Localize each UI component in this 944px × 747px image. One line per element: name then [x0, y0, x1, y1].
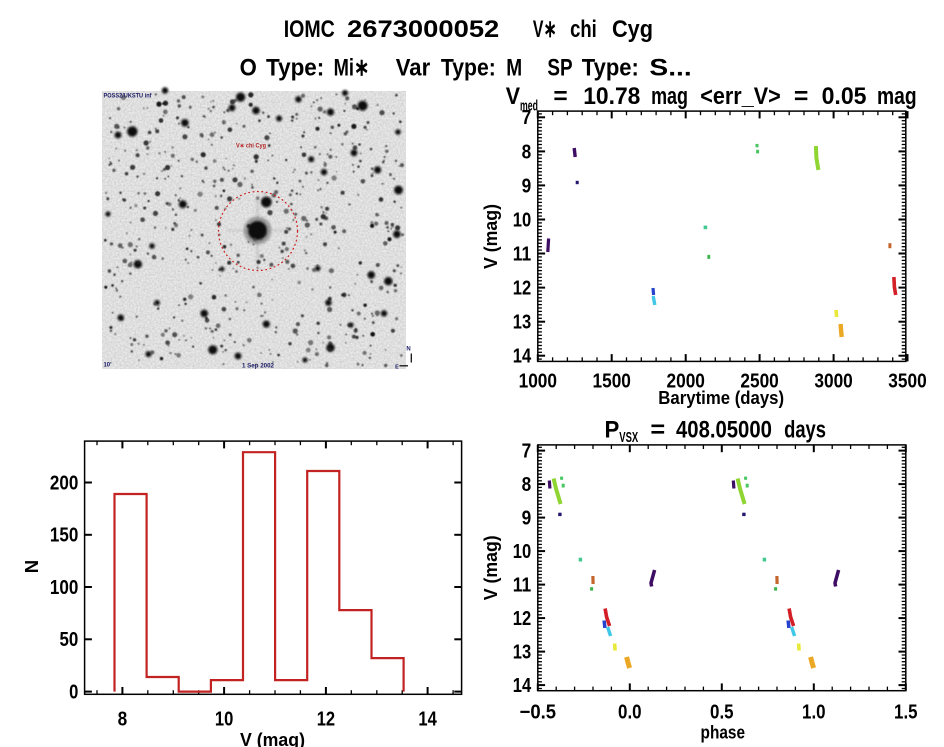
svg-text:1.0: 1.0: [802, 702, 826, 724]
svg-text:=: =: [553, 83, 567, 110]
svg-text:O: O: [240, 54, 257, 81]
svg-text:−0.5: −0.5: [520, 702, 557, 724]
svg-text:V (mag): V (mag): [480, 535, 501, 600]
svg-text:Var: Var: [396, 54, 431, 81]
svg-text:P: P: [605, 416, 620, 443]
svg-text:Cyg: Cyg: [612, 16, 653, 43]
svg-text:3500: 3500: [888, 371, 926, 393]
svg-text:2673000052: 2673000052: [347, 16, 499, 43]
svg-text:2500: 2500: [740, 371, 778, 393]
svg-text:N: N: [406, 347, 410, 353]
svg-text:12: 12: [513, 608, 531, 630]
svg-text:50: 50: [60, 629, 79, 651]
svg-text:Mi∗: Mi∗: [334, 54, 370, 81]
svg-text:100: 100: [50, 577, 78, 599]
svg-text:12: 12: [513, 278, 531, 300]
svg-text:N: N: [21, 560, 42, 573]
svg-text:10: 10: [513, 541, 531, 563]
svg-text:8: 8: [118, 709, 128, 731]
svg-text:14: 14: [513, 675, 532, 697]
svg-text:mag: mag: [651, 83, 688, 110]
svg-text:=: =: [794, 83, 809, 110]
svg-text:1500: 1500: [593, 371, 631, 393]
svg-text:11: 11: [513, 243, 531, 265]
svg-text:V: V: [506, 83, 520, 110]
svg-text:Barytime (days): Barytime (days): [658, 387, 784, 408]
svg-text:7: 7: [522, 441, 532, 463]
svg-text:Type:: Type:: [441, 54, 496, 81]
svg-text:V (mag): V (mag): [240, 729, 305, 747]
svg-text:1000: 1000: [519, 371, 557, 393]
svg-text:3000: 3000: [814, 371, 852, 393]
svg-text:10.78: 10.78: [583, 83, 640, 110]
svg-text:S...: S...: [649, 54, 691, 81]
svg-text:1 Sep 2002: 1 Sep 2002: [242, 364, 275, 370]
svg-text:chi: chi: [570, 16, 597, 43]
svg-text:9: 9: [522, 508, 532, 530]
svg-text:1.5: 1.5: [894, 702, 918, 724]
svg-text:408.05000: 408.05000: [676, 416, 772, 443]
svg-text:V (mag): V (mag): [480, 204, 501, 269]
svg-text:days: days: [784, 416, 826, 443]
svg-text:0.5: 0.5: [710, 702, 734, 724]
svg-text:med: med: [520, 98, 538, 115]
svg-text:10: 10: [513, 209, 531, 231]
svg-text:0: 0: [69, 682, 78, 704]
svg-text:2000: 2000: [667, 371, 705, 393]
svg-text:<err_V>: <err_V>: [700, 83, 780, 110]
svg-text:0.0: 0.0: [618, 702, 642, 724]
svg-text:Type:: Type:: [266, 54, 324, 81]
svg-text:SP: SP: [547, 54, 572, 81]
svg-text:IOMC: IOMC: [284, 16, 335, 43]
svg-text:14: 14: [513, 346, 532, 368]
svg-text:10: 10: [215, 709, 233, 731]
svg-text:13: 13: [513, 312, 531, 334]
svg-text:200: 200: [50, 472, 78, 494]
svg-text:M: M: [506, 54, 522, 81]
svg-text:V∗: V∗: [533, 16, 557, 43]
svg-text:VSX: VSX: [619, 429, 638, 446]
svg-text:V∗ chi Cyg: V∗ chi Cyg: [236, 143, 266, 150]
svg-text:Type:: Type:: [582, 54, 639, 81]
svg-text:8: 8: [522, 141, 532, 163]
svg-text:9: 9: [522, 175, 532, 197]
svg-text:phase: phase: [701, 722, 746, 743]
svg-text:12: 12: [317, 709, 335, 731]
svg-text:=: =: [650, 416, 665, 443]
svg-text:13: 13: [513, 642, 531, 664]
svg-text:14: 14: [418, 709, 437, 731]
svg-text:11: 11: [513, 575, 531, 597]
svg-text:E: E: [395, 365, 399, 371]
svg-text:mag: mag: [877, 83, 917, 110]
svg-text:10': 10': [104, 363, 113, 369]
svg-text:8: 8: [522, 474, 532, 496]
svg-text:POSS2/UKSTU inf: POSS2/UKSTU inf: [104, 94, 153, 100]
svg-text:0.05: 0.05: [822, 83, 867, 110]
svg-text:150: 150: [50, 525, 78, 547]
svg-text:7: 7: [522, 107, 532, 129]
